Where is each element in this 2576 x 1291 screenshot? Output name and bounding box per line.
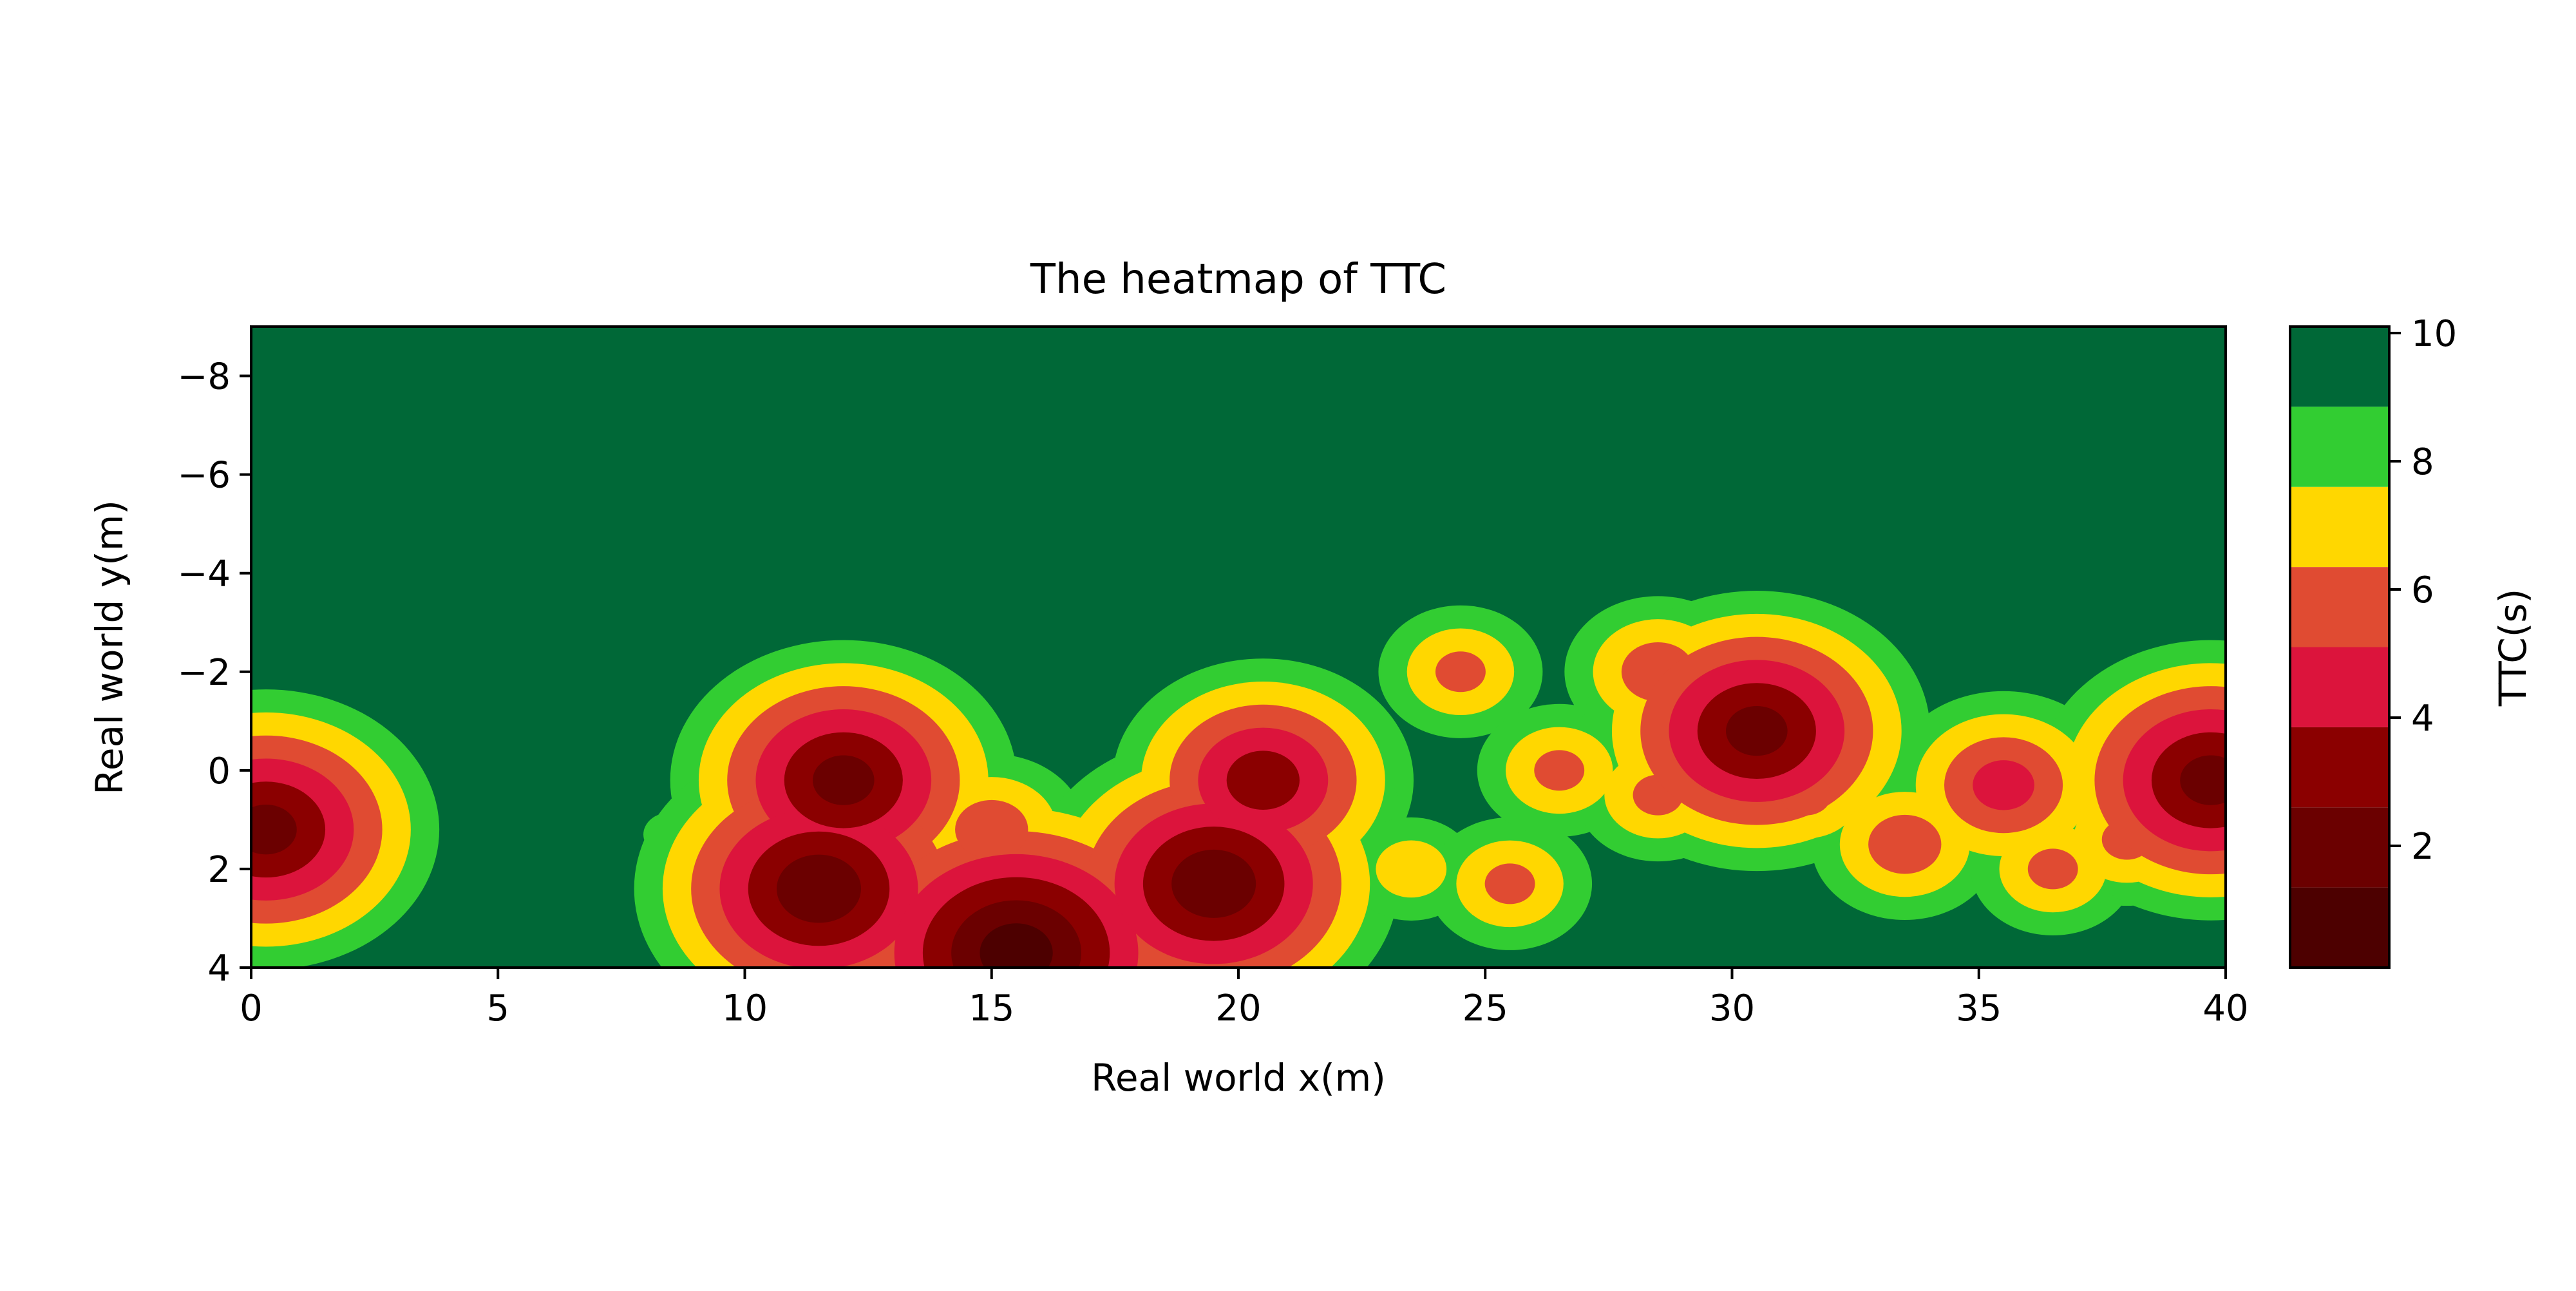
colorbar-tick-label: 10 <box>2411 313 2457 355</box>
y-axis: −8 −6 −4 −2 0 2 4 <box>177 356 251 990</box>
chart-title: The heatmap of TTC <box>1030 256 1446 303</box>
contour-blob <box>1726 705 1788 756</box>
contour-blob <box>1868 814 1942 874</box>
contour-blob <box>2027 848 2078 890</box>
contour-blob <box>251 805 297 855</box>
contour-blob <box>980 923 1053 968</box>
colorbar-segment <box>2290 567 2389 647</box>
x-tick-label: 10 <box>722 988 768 1029</box>
contour-blob <box>1484 863 1535 904</box>
contour-blob <box>1534 750 1585 791</box>
contour-blob <box>2180 755 2226 805</box>
y-tick-label: 0 <box>207 751 231 792</box>
colorbar-segment <box>2290 486 2389 568</box>
contour-blob <box>1435 651 1486 693</box>
colorbar-tick-label: 2 <box>2411 826 2434 868</box>
x-tick-label: 15 <box>969 988 1014 1029</box>
x-axis: 0 5 10 15 20 25 30 35 40 <box>240 968 2249 1029</box>
colorbar-label: TTC(s) <box>2491 589 2535 707</box>
contour-field <box>251 327 2226 968</box>
y-axis-label: Real world y(m) <box>88 500 131 795</box>
y-tick-label: −6 <box>177 455 231 497</box>
x-tick-label: 5 <box>486 988 509 1029</box>
contour-blob <box>1171 849 1256 918</box>
y-tick-label: −8 <box>177 356 231 398</box>
colorbar-segment <box>2290 647 2389 727</box>
colorbar-segment <box>2290 887 2389 968</box>
contour-blob <box>812 755 875 805</box>
x-tick-label: 35 <box>1956 988 2002 1029</box>
y-tick-label: 2 <box>207 849 231 891</box>
colorbar-segment <box>2290 406 2389 487</box>
y-tick-label: −4 <box>177 553 231 595</box>
x-tick-label: 20 <box>1215 988 1261 1029</box>
x-tick-label: 25 <box>1463 988 1508 1029</box>
colorbar-segment <box>2290 727 2389 808</box>
contour-blob <box>1376 840 1447 898</box>
contour-blob <box>776 854 861 923</box>
contour-blob <box>1973 760 2034 810</box>
colorbar-segment <box>2290 327 2389 407</box>
y-tick-label: 4 <box>207 948 231 990</box>
colorbar-segment <box>2290 807 2389 888</box>
x-tick-label: 40 <box>2202 988 2248 1029</box>
x-tick-label: 0 <box>240 988 263 1029</box>
contour-level-0 <box>980 923 1053 968</box>
colorbar-frame <box>2289 325 2391 969</box>
colorbar-tick-label: 4 <box>2411 698 2434 740</box>
contour-blob <box>955 799 1028 859</box>
colorbar-tick-label: 8 <box>2411 441 2434 483</box>
colorbar: 2 4 6 8 10 <box>2290 313 2457 968</box>
contour-blob <box>1226 751 1300 810</box>
x-tick-label: 30 <box>1709 988 1755 1029</box>
colorbar-tick-label: 6 <box>2411 569 2434 611</box>
y-tick-label: −2 <box>177 652 231 694</box>
x-axis-label: Real world x(m) <box>1091 1056 1386 1100</box>
